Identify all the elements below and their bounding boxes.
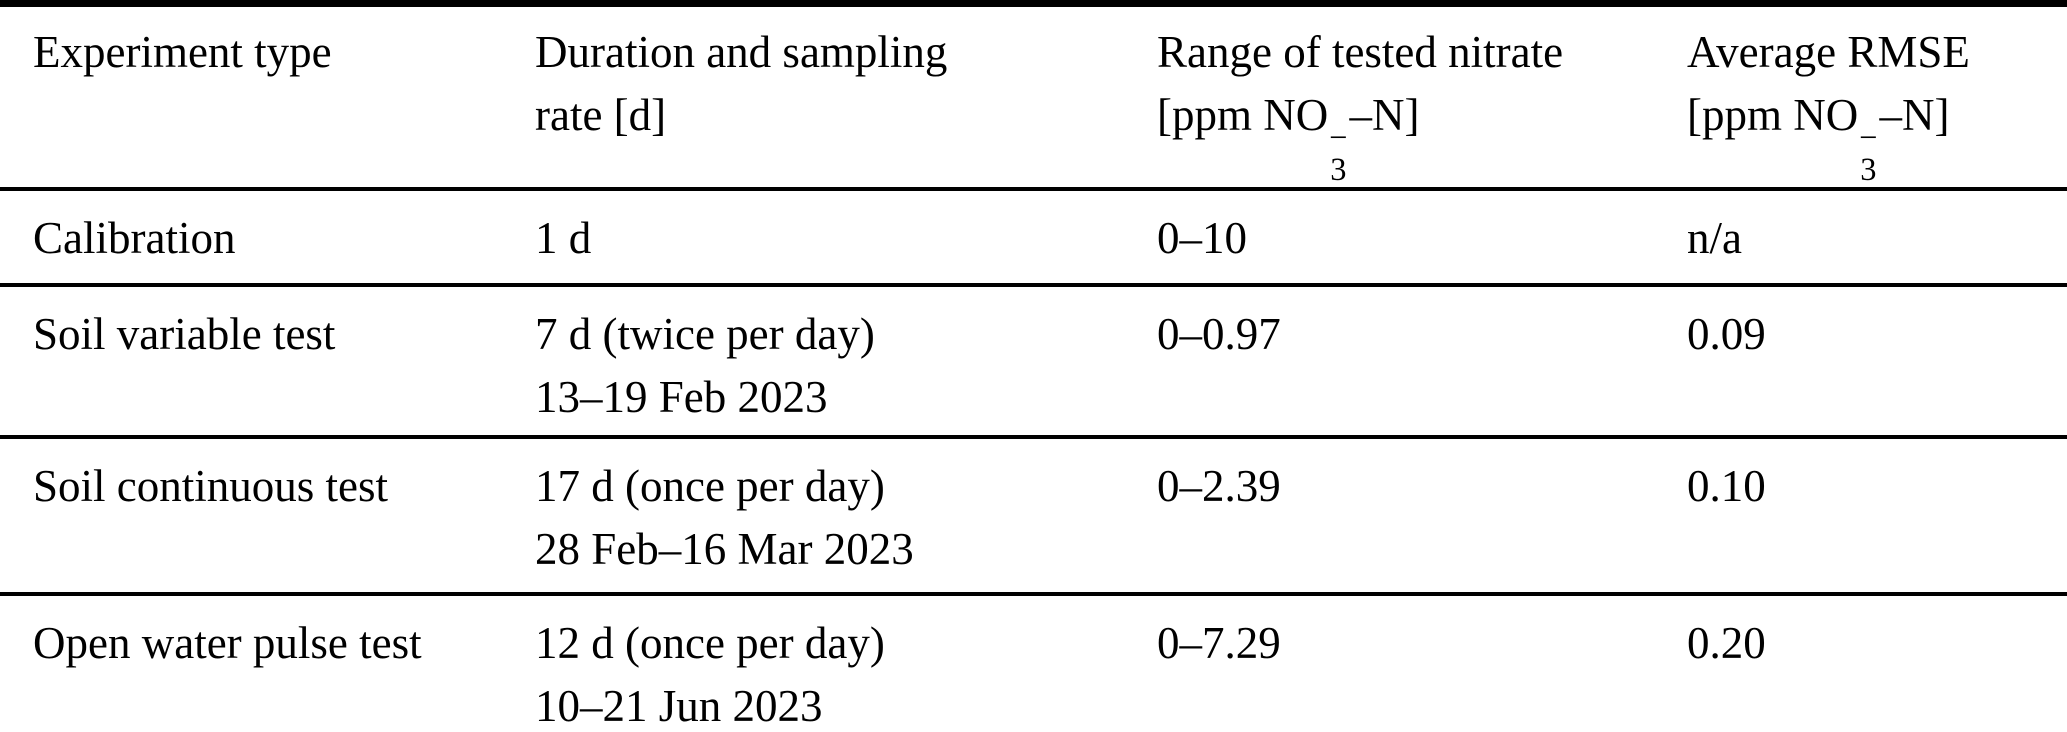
unit-close: –N] (1879, 90, 1950, 140)
no3-subsup-stack: −3 (1859, 119, 1878, 189)
header-duration: Duration and sampling rate [d] (535, 4, 1157, 189)
unit-open: [ppm NO (1687, 90, 1859, 140)
experiment-type-value: Calibration (33, 212, 236, 263)
range-value: 0–2.39 (1157, 460, 1281, 511)
rmse-value: 0.09 (1687, 308, 1766, 359)
duration-line2-value: 10–21 Jun 2023 (535, 680, 823, 731)
duration-line1-value: 12 d (once per day) (535, 617, 885, 668)
header-row: Experiment type Duration and sampling ra… (0, 4, 2067, 189)
cell-rmse: 0.09 (1687, 285, 2067, 437)
header-experiment-type: Experiment type (0, 4, 535, 189)
cell-range: 0–7.29 (1157, 594, 1687, 732)
rmse-value: 0.10 (1687, 460, 1766, 511)
cell-duration: 7 d (twice per day) 13–19 Feb 2023 (535, 285, 1157, 437)
cell-duration: 17 d (once per day) 28 Feb–16 Mar 2023 (535, 437, 1157, 594)
range-value: 0–0.97 (1157, 308, 1281, 359)
no3-subscript-3: 3 (1330, 152, 1347, 189)
rmse-value: 0.20 (1687, 617, 1766, 668)
duration-line1-value: 1 d (535, 212, 592, 263)
rmse-value: n/a (1687, 212, 1742, 263)
header-range-line1: Range of tested nitrate (1157, 27, 1564, 77)
cell-duration: 12 d (once per day) 10–21 Jun 2023 (535, 594, 1157, 732)
header-rmse-line1: Average RMSE (1687, 27, 1970, 77)
duration-line2-value: 28 Feb–16 Mar 2023 (535, 523, 914, 574)
duration-line1-value: 7 d (twice per day) (535, 308, 875, 359)
cell-rmse: 0.10 (1687, 437, 2067, 594)
range-value: 0–7.29 (1157, 617, 1281, 668)
cell-experiment-type: Calibration (0, 189, 535, 285)
table-header: Experiment type Duration and sampling ra… (0, 4, 2067, 189)
duration-line2-value: 13–19 Feb 2023 (535, 371, 828, 422)
experiment-type-value: Soil continuous test (33, 460, 389, 511)
cell-duration: 1 d (535, 189, 1157, 285)
header-experiment-type-label: Experiment type (33, 27, 332, 77)
cell-range: 0–2.39 (1157, 437, 1687, 594)
cell-experiment-type: Soil continuous test (0, 437, 535, 594)
table-row-soil-continuous-test: Soil continuous test 17 d (once per day)… (0, 437, 2067, 594)
table-body: Calibration 1 d 0–10 n/a Soil variable t… (0, 189, 2067, 732)
cell-range: 0–0.97 (1157, 285, 1687, 437)
range-value: 0–10 (1157, 212, 1247, 263)
cell-rmse: 0.20 (1687, 594, 2067, 732)
header-duration-line2: rate [d] (535, 90, 667, 140)
unit-close: –N] (1349, 90, 1420, 140)
no3-superscript-minus: − (1859, 119, 1878, 156)
header-duration-line1: Duration and sampling (535, 27, 948, 77)
cell-experiment-type: Open water pulse test (0, 594, 535, 732)
unit-open: [ppm NO (1157, 90, 1329, 140)
duration-line1-value: 17 d (once per day) (535, 460, 885, 511)
no3-superscript-minus: − (1329, 119, 1348, 156)
experiment-type-value: Open water pulse test (33, 617, 422, 668)
table-row-calibration: Calibration 1 d 0–10 n/a (0, 189, 2067, 285)
cell-range: 0–10 (1157, 189, 1687, 285)
no3-subsup-stack: −3 (1329, 119, 1348, 189)
experiment-type-value: Soil variable test (33, 308, 336, 359)
no3-subscript-3: 3 (1860, 152, 1877, 189)
cell-rmse: n/a (1687, 189, 2067, 285)
table-row-soil-variable-test: Soil variable test 7 d (twice per day) 1… (0, 285, 2067, 437)
header-rmse: Average RMSE [ppm NO −3 –N] (1687, 4, 2067, 189)
cell-experiment-type: Soil variable test (0, 285, 535, 437)
table-row-open-water-pulse-test: Open water pulse test 12 d (once per day… (0, 594, 2067, 732)
header-range: Range of tested nitrate [ppm NO −3 –N] (1157, 4, 1687, 189)
header-range-unit: [ppm NO −3 –N] (1157, 84, 1687, 187)
header-rmse-unit: [ppm NO −3 –N] (1687, 84, 2067, 187)
